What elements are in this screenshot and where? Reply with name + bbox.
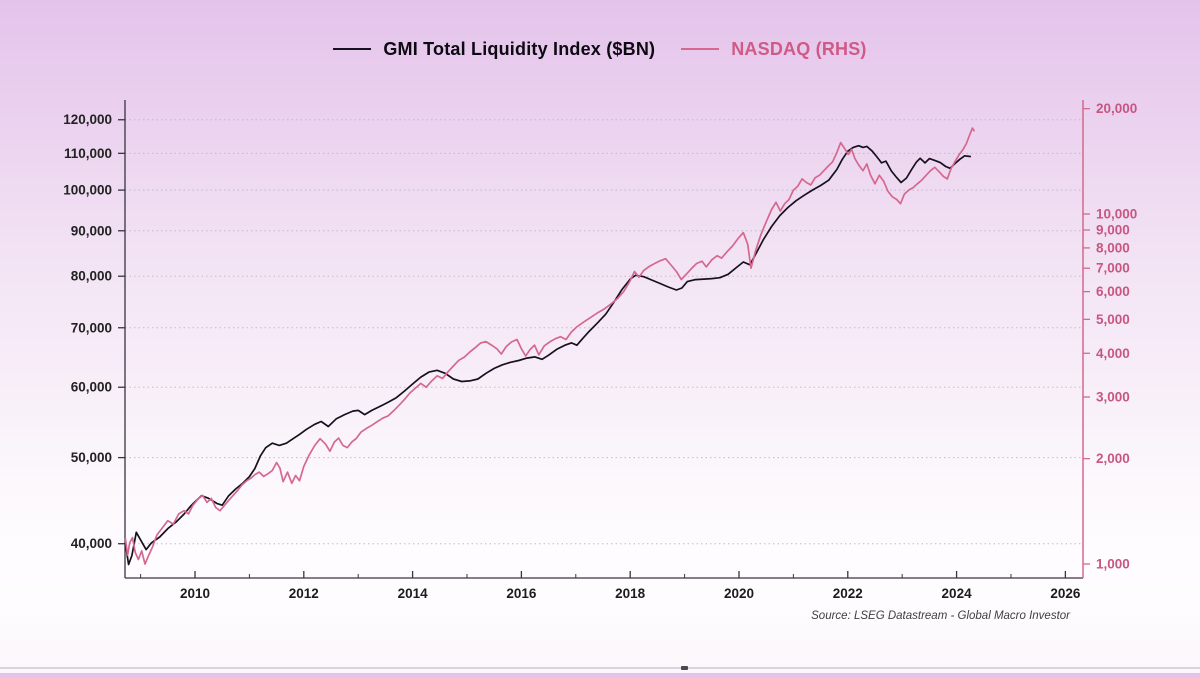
x-axis-tick-label: 2018 [615,586,646,601]
x-axis-tick-label: 2026 [1050,586,1081,601]
x-axis-tick-label: 2024 [942,586,973,601]
left-axis-tick-label: 120,000 [63,112,112,127]
left-axis-tick-label: 50,000 [71,450,112,465]
right-axis-tick-label: 6,000 [1096,284,1130,299]
right-axis-tick-label: 1,000 [1096,556,1130,571]
video-progress-bar[interactable] [0,667,1200,669]
right-axis-tick-label: 20,000 [1096,101,1137,116]
left-axis-tick-label: 100,000 [63,183,112,198]
legend-label-gmi: GMI Total Liquidity Index ($BN) [383,38,656,59]
x-axis-tick-label: 2012 [289,586,319,601]
gmi-line-swatch [333,48,372,50]
source-note: Source: LSEG Datastream - Global Macro I… [811,610,1070,622]
right-axis-tick-label: 3,000 [1096,390,1130,405]
left-axis-tick-label: 40,000 [71,536,112,551]
left-axis-tick-label: 60,000 [71,380,112,395]
nasdaq-line [124,127,975,565]
right-axis-tick-label: 9,000 [1096,223,1130,238]
right-axis-tick-label: 2,000 [1096,451,1130,466]
right-axis-tick-label: 8,000 [1096,240,1130,255]
x-axis-tick-label: 2014 [398,586,429,601]
legend-item-nasdaq: NASDAQ (RHS) [681,39,866,60]
left-axis-tick-label: 110,000 [64,146,112,161]
right-axis-tick-label: 5,000 [1096,312,1130,327]
gmi-liquidity-line [124,144,972,566]
x-axis-tick-label: 2010 [180,586,210,601]
right-axis-tick-label: 7,000 [1096,261,1130,276]
x-axis-tick-label: 2016 [506,586,537,601]
nasdaq-line-swatch [681,48,720,50]
x-axis-tick-label: 2022 [833,586,863,601]
right-axis-tick-label: 4,000 [1096,346,1130,361]
legend-label-nasdaq: NASDAQ (RHS) [731,38,867,59]
left-axis-tick-label: 80,000 [71,269,112,284]
chart-legend: GMI Total Liquidity Index ($BN) NASDAQ (… [0,34,1200,64]
legend-item-gmi: GMI Total Liquidity Index ($BN) [333,39,655,60]
left-axis-tick-label: 70,000 [71,320,112,335]
video-progress-handle[interactable] [681,666,688,670]
right-axis-tick-label: 10,000 [1096,207,1137,222]
left-axis-tick-label: 90,000 [71,223,112,238]
x-axis-tick-label: 2020 [724,586,754,601]
